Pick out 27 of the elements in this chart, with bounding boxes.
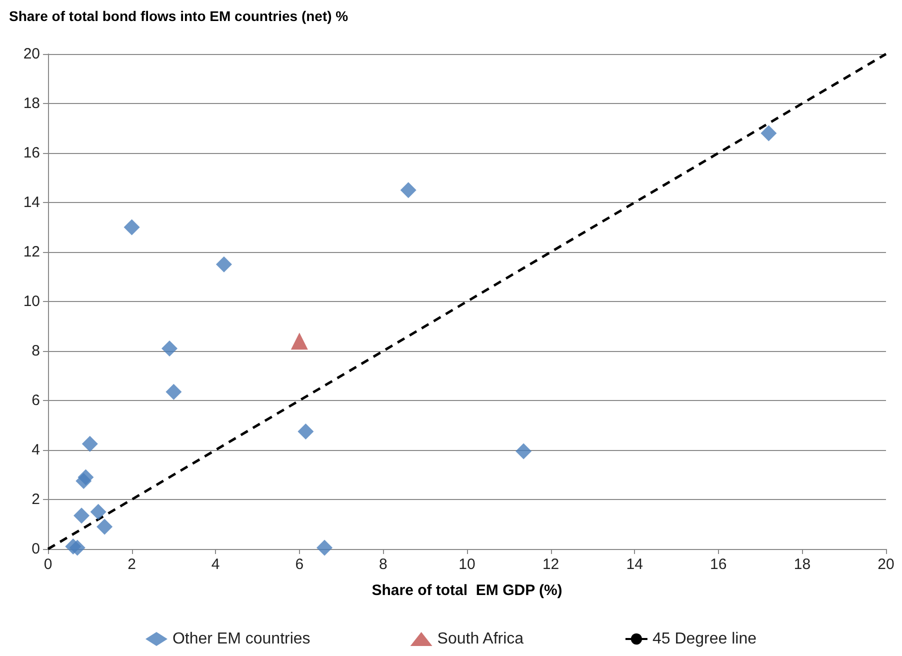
- x-tick-label: 10: [458, 556, 476, 573]
- x-tick-label: 0: [44, 556, 52, 573]
- y-tick-label: 4: [32, 442, 40, 458]
- x-tick-label: 18: [794, 556, 811, 573]
- legend-label: South Africa: [437, 630, 524, 648]
- x-tick-label: 12: [542, 556, 560, 573]
- y-tick-label: 12: [23, 244, 40, 260]
- y-tick-label: 10: [23, 293, 40, 310]
- x-tick-label: 14: [626, 556, 643, 573]
- x-tick-label: 20: [878, 556, 894, 573]
- x-tick-label: 6: [295, 556, 304, 573]
- y-tick-label: 18: [23, 95, 40, 112]
- x-tick-label: 16: [710, 556, 727, 573]
- chart-title: Share of total bond flows into EM countries (net) %: [9, 8, 349, 24]
- y-tick-label: 6: [32, 392, 40, 409]
- y-tick-label: 20: [23, 46, 40, 62]
- x-tick-label: 2: [128, 556, 136, 573]
- y-tick-label: 2: [32, 491, 40, 508]
- legend-label: 45 Degree line: [652, 630, 757, 648]
- y-tick-label: 16: [23, 144, 40, 162]
- y-tick-label: 0: [32, 540, 40, 558]
- x-tick-label: 8: [379, 556, 388, 573]
- x-axis-title: Share of total EM GDP (%): [372, 582, 562, 599]
- y-tick-label: 8: [32, 342, 40, 360]
- legend-label: Other EM countries: [172, 630, 310, 648]
- x-tick-label: 4: [211, 556, 220, 573]
- y-tick-label: 14: [23, 194, 40, 211]
